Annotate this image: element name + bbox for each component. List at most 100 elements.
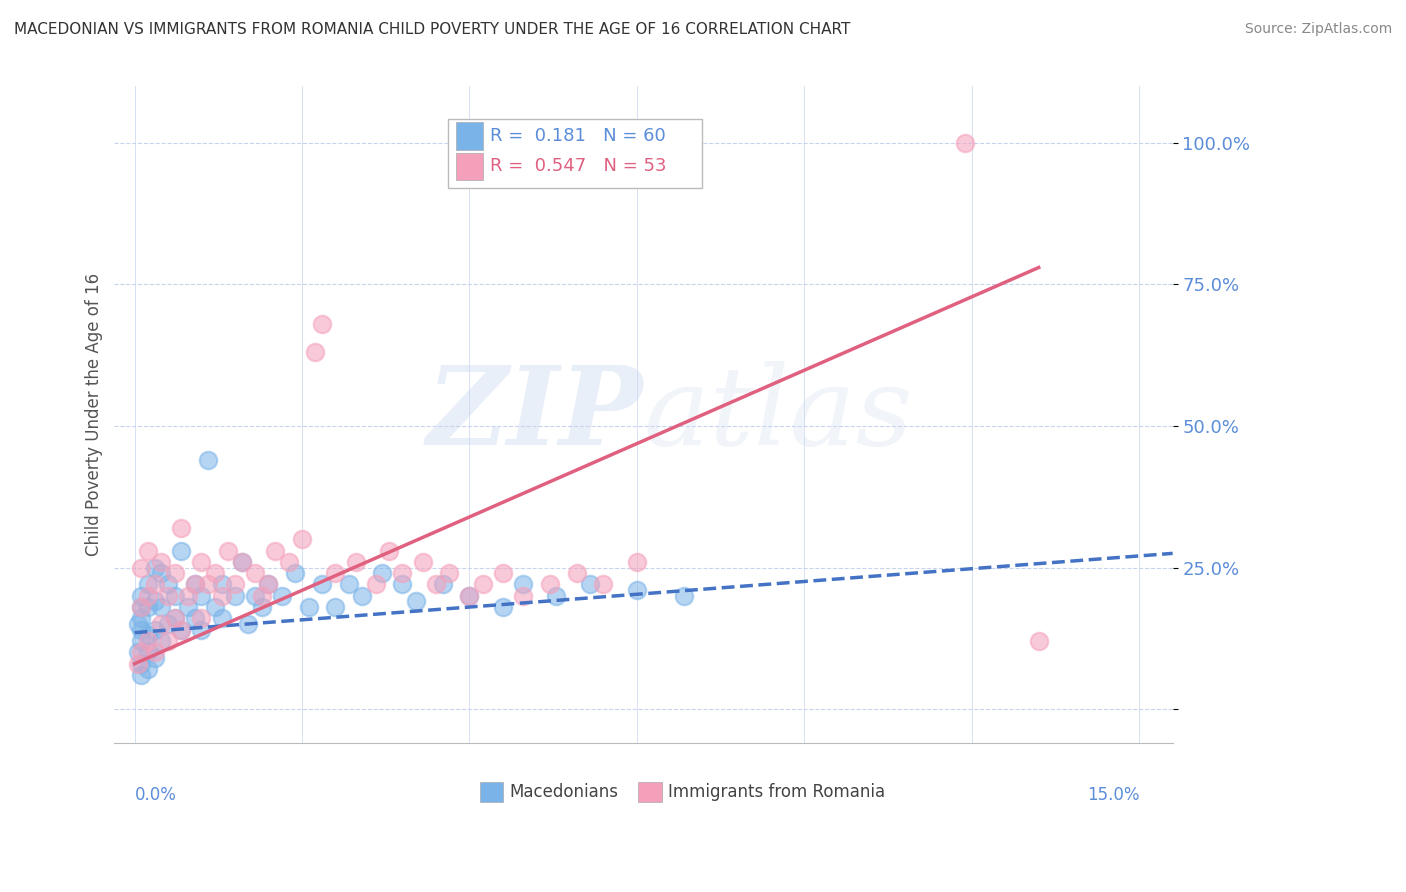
Point [136, 645, 159, 659]
Text: Immigrants from Romania: Immigrants from Romania [668, 783, 884, 801]
Point [129, 600, 152, 615]
Point [170, 521, 193, 535]
Point [432, 577, 454, 591]
Point [129, 589, 152, 603]
Point [129, 600, 152, 615]
Point [150, 634, 173, 648]
Point [143, 560, 166, 574]
Point [311, 317, 333, 331]
FancyBboxPatch shape [456, 122, 482, 150]
Point [352, 589, 374, 603]
Point [156, 617, 179, 632]
Point [211, 577, 233, 591]
Point [136, 589, 159, 603]
Point [136, 543, 159, 558]
Text: 15.0%: 15.0% [1087, 786, 1139, 804]
Point [291, 532, 314, 546]
Point [170, 623, 193, 637]
Point [953, 136, 976, 150]
Point [129, 668, 152, 682]
Point [163, 611, 186, 625]
Point [325, 566, 347, 581]
Text: R =  0.181   N = 60: R = 0.181 N = 60 [491, 128, 666, 145]
Point [163, 566, 186, 581]
Point [163, 589, 186, 603]
Point [364, 577, 387, 591]
Point [592, 577, 614, 591]
Point [204, 600, 226, 615]
Point [344, 555, 367, 569]
FancyBboxPatch shape [638, 782, 662, 802]
Point [143, 651, 166, 665]
Text: MACEDONIAN VS IMMIGRANTS FROM ROMANIA CHILD POVERTY UNDER THE AGE OF 16 CORRELAT: MACEDONIAN VS IMMIGRANTS FROM ROMANIA CH… [14, 22, 851, 37]
Point [439, 566, 461, 581]
Point [257, 577, 280, 591]
Point [197, 577, 219, 591]
Point [129, 634, 152, 648]
Point [277, 555, 299, 569]
Point [190, 611, 212, 625]
Point [150, 617, 173, 632]
Text: atlas: atlas [644, 361, 912, 468]
Point [136, 662, 159, 676]
Point [626, 583, 648, 598]
Point [136, 577, 159, 591]
Point [184, 577, 207, 591]
Point [672, 589, 695, 603]
Point [170, 543, 193, 558]
Point [250, 600, 273, 615]
Point [626, 555, 648, 569]
Point [257, 577, 280, 591]
Point [298, 600, 321, 615]
Text: Source: ZipAtlas.com: Source: ZipAtlas.com [1244, 22, 1392, 37]
Point [243, 566, 266, 581]
Point [156, 589, 179, 603]
Point [136, 600, 159, 615]
Point [129, 645, 152, 659]
Point [311, 577, 333, 591]
Point [211, 611, 233, 625]
Point [492, 600, 515, 615]
Point [546, 589, 568, 603]
Point [412, 555, 434, 569]
Point [337, 577, 360, 591]
Point [231, 555, 253, 569]
Point [127, 657, 149, 671]
Point [391, 566, 413, 581]
Point [458, 589, 481, 603]
Point [405, 594, 427, 608]
Point [129, 657, 152, 671]
Point [512, 577, 534, 591]
Point [143, 577, 166, 591]
Point [224, 589, 246, 603]
Point [136, 634, 159, 648]
Point [143, 594, 166, 608]
Point [150, 600, 173, 615]
Point [425, 577, 447, 591]
Point [197, 453, 219, 467]
Point [127, 617, 149, 632]
Point [190, 623, 212, 637]
Text: ZIP: ZIP [427, 361, 644, 468]
Point [129, 560, 152, 574]
Point [127, 645, 149, 659]
FancyBboxPatch shape [479, 782, 503, 802]
Point [565, 566, 588, 581]
Point [150, 566, 173, 581]
Point [150, 555, 173, 569]
Point [190, 555, 212, 569]
Point [371, 566, 394, 581]
Y-axis label: Child Poverty Under the Age of 16: Child Poverty Under the Age of 16 [86, 273, 103, 557]
Point [471, 577, 494, 591]
Point [184, 611, 207, 625]
Point [284, 566, 307, 581]
Point [156, 577, 179, 591]
Point [243, 589, 266, 603]
Point [204, 566, 226, 581]
Point [129, 611, 152, 625]
Point [378, 543, 401, 558]
Text: 0.0%: 0.0% [135, 786, 176, 804]
Text: R =  0.547   N = 53: R = 0.547 N = 53 [491, 158, 666, 176]
Point [231, 555, 253, 569]
Point [143, 623, 166, 637]
